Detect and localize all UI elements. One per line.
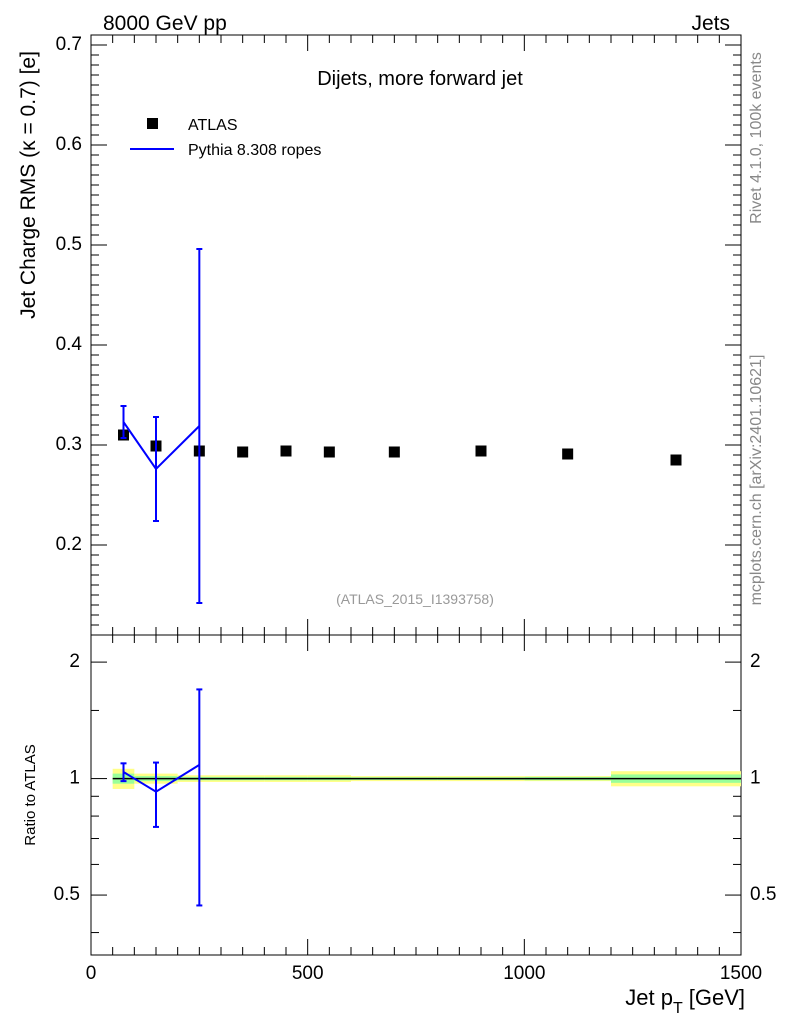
data-point bbox=[237, 446, 249, 458]
ratio-y-tick-label-right: 1 bbox=[750, 768, 761, 789]
y-axis-label: Jet Charge RMS (κ = 0.7) [e] bbox=[17, 51, 40, 319]
data-point bbox=[388, 446, 400, 458]
y-tick-label: 0.7 bbox=[56, 34, 82, 55]
y-tick-label: 0.5 bbox=[56, 234, 82, 255]
main-title: Dijets, more forward jet bbox=[317, 68, 523, 90]
y-tick-label: 0.4 bbox=[56, 334, 83, 355]
x-tick-label: 1000 bbox=[503, 963, 545, 984]
header-right: Jets bbox=[691, 12, 730, 35]
x-tick-label: 500 bbox=[292, 963, 324, 984]
ratio-y-tick-label-left: 2 bbox=[69, 651, 80, 672]
main-y-tick-labels: 0.2 0.3 0.4 0.5 0.6 0.7 bbox=[56, 34, 83, 555]
x-tick-labels: 0 500 1000 1500 bbox=[86, 963, 762, 984]
main-ticks bbox=[90, 35, 742, 635]
ratio-band bbox=[112, 768, 741, 789]
watermark: (ATLAS_2015_I1393758) bbox=[336, 591, 494, 607]
side-text-bottom: mcplots.cern.ch [arXiv:2401.10621] bbox=[748, 355, 765, 606]
ratio-y-tick-label-left: 1 bbox=[69, 768, 80, 789]
ratio-frame bbox=[90, 634, 742, 956]
x-tick-label: 1500 bbox=[720, 963, 762, 984]
data-point bbox=[670, 454, 682, 466]
ratio-y-tick-label-right: 2 bbox=[750, 651, 761, 672]
x-axis-label: Jet pT [GeV] bbox=[625, 985, 745, 1017]
legend-label-pythia: Pythia 8.308 ropes bbox=[188, 142, 321, 159]
legend: ATLAS Pythia 8.308 ropes bbox=[130, 117, 321, 159]
x-axis-label-main: Jet p bbox=[625, 985, 673, 1010]
header-left: 8000 GeV pp bbox=[103, 12, 227, 35]
data-point bbox=[562, 448, 574, 460]
ratio-ticks bbox=[90, 635, 742, 955]
data-point bbox=[323, 446, 335, 458]
x-tick-label: 0 bbox=[86, 963, 97, 984]
data-point bbox=[475, 445, 487, 457]
ratio-y-tick-label-right: 0.5 bbox=[750, 884, 776, 905]
side-text-top: Rivet 4.1.0, 100k events bbox=[748, 52, 765, 224]
ratio-y-tick-labels: 0.5 1 2 0.5 1 2 bbox=[54, 651, 777, 905]
y-tick-label: 0.6 bbox=[56, 134, 82, 155]
ratio-y-axis-label: Ratio to ATLAS bbox=[22, 744, 39, 845]
ratio-y-tick-label-left: 0.5 bbox=[54, 884, 80, 905]
x-axis-label-sub: T bbox=[673, 1000, 683, 1017]
main-marks bbox=[118, 248, 682, 604]
legend-label-atlas: ATLAS bbox=[188, 117, 238, 134]
y-tick-label: 0.2 bbox=[56, 534, 82, 555]
data-point bbox=[280, 445, 292, 457]
y-tick-label: 0.3 bbox=[56, 434, 82, 455]
legend-marker-atlas bbox=[147, 118, 158, 129]
ratio-marks bbox=[120, 688, 203, 907]
x-axis-label-unit: [GeV] bbox=[689, 985, 745, 1010]
